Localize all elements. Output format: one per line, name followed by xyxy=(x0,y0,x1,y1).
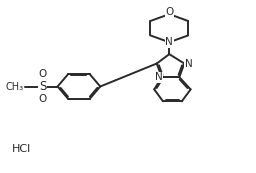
Text: O: O xyxy=(165,7,173,17)
Text: HCl: HCl xyxy=(12,144,31,154)
Text: CH₃: CH₃ xyxy=(6,81,24,92)
Text: N: N xyxy=(165,37,173,47)
Text: O: O xyxy=(38,94,47,104)
Text: N: N xyxy=(185,58,193,69)
Text: O: O xyxy=(38,69,47,79)
Text: N: N xyxy=(155,72,163,82)
Text: S: S xyxy=(39,80,46,93)
